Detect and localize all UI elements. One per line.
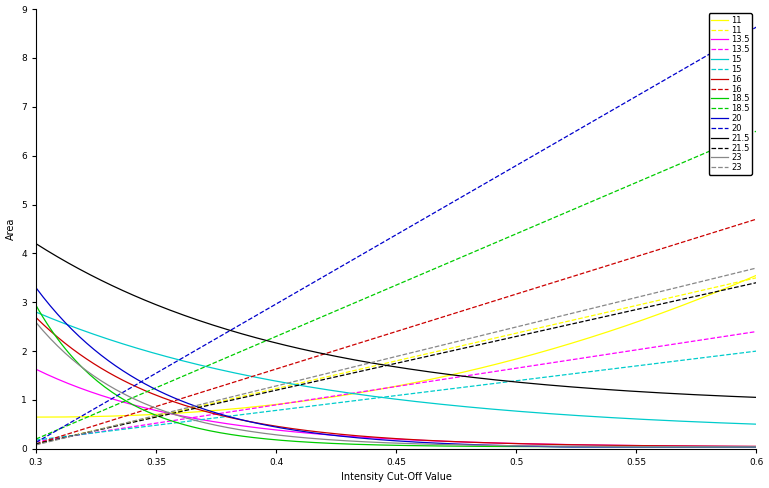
Y-axis label: Area: Area: [5, 218, 15, 240]
X-axis label: Intensity Cut-Off Value: Intensity Cut-Off Value: [341, 472, 451, 483]
Legend: 11, 11, 13.5, 13.5, 15, 15, 16, 16, 18.5, 18.5, 20, 20, 21.5, 21.5, 23, 23: 11, 11, 13.5, 13.5, 15, 15, 16, 16, 18.5…: [708, 13, 752, 175]
